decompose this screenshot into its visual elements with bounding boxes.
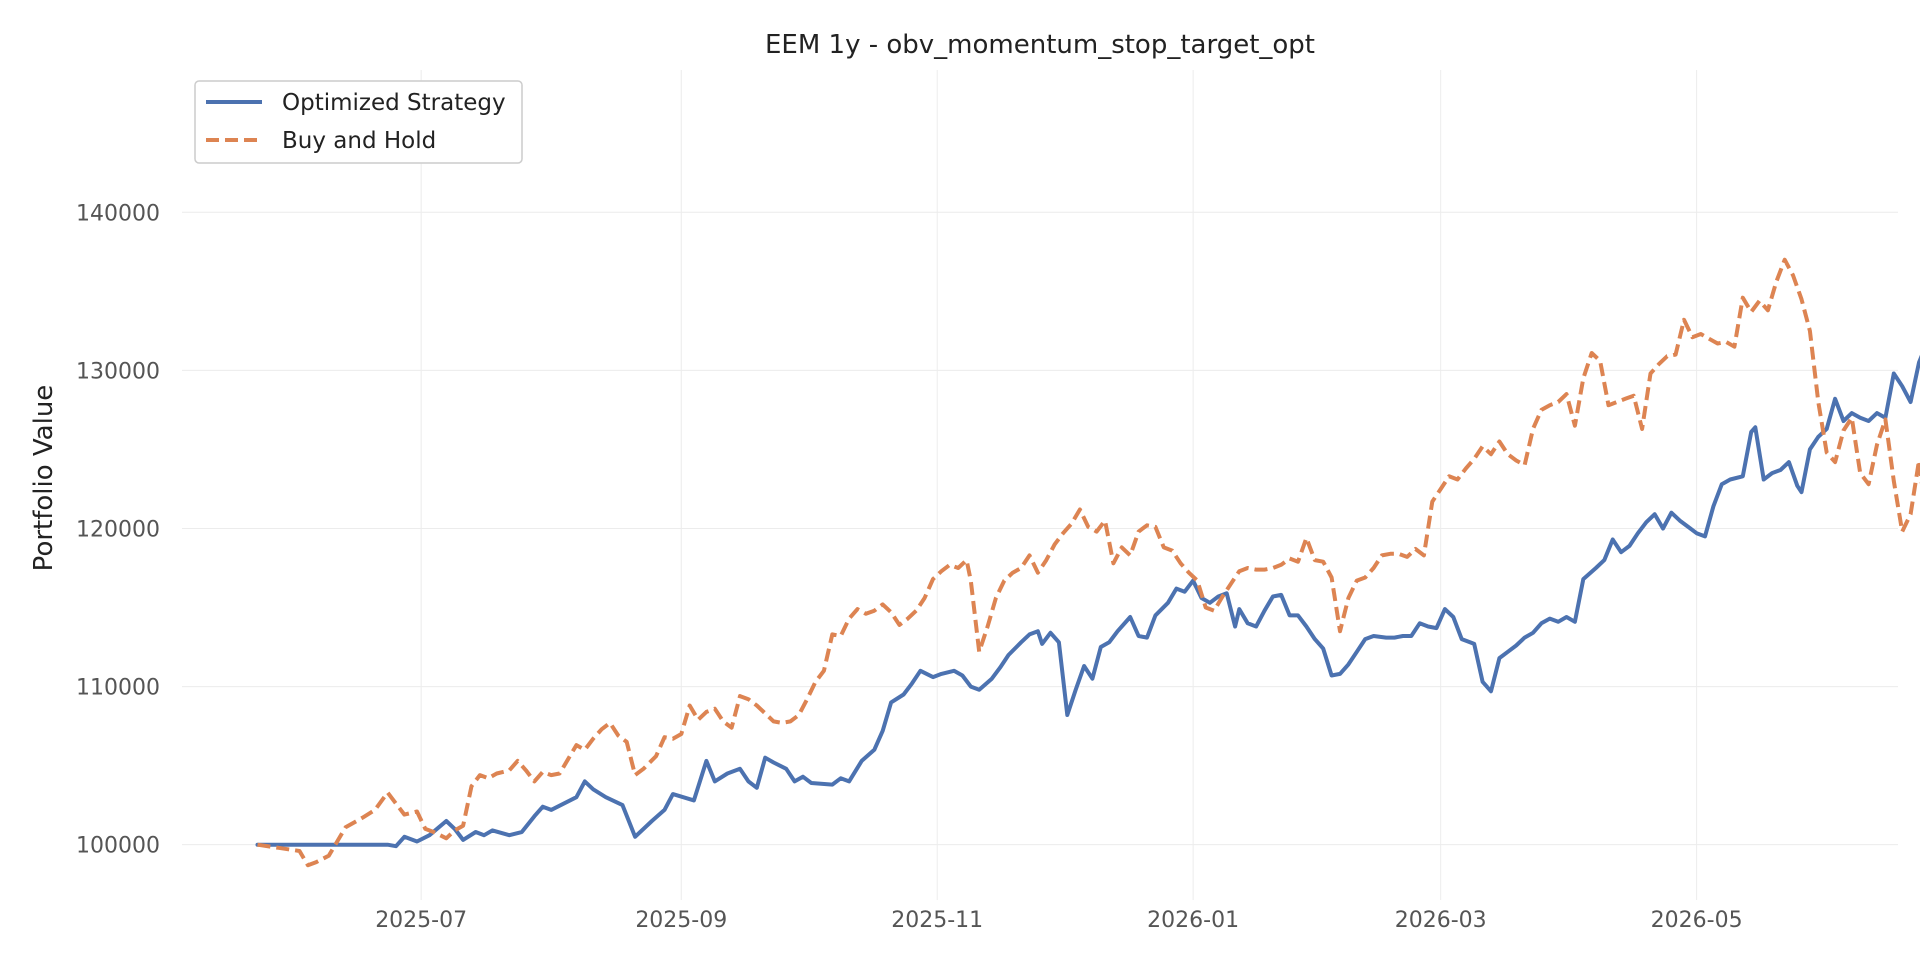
y-tick-label: 140000 xyxy=(76,201,160,226)
series-line-optimized-strategy xyxy=(255,354,1920,849)
grid xyxy=(182,70,1898,900)
x-tick-label: 2025-09 xyxy=(635,908,727,933)
legend-label-optimized-strategy: Optimized Strategy xyxy=(282,90,506,116)
x-tick-label: 2026-01 xyxy=(1147,908,1239,933)
legend: Optimized Strategy Buy and Hold xyxy=(194,80,523,164)
y-axis-ticks: 100000 110000 120000 130000 140000 xyxy=(76,201,160,858)
x-tick-label: 2026-03 xyxy=(1395,908,1487,933)
y-tick-label: 130000 xyxy=(76,359,160,384)
x-tick-label: 2025-11 xyxy=(891,908,983,933)
legend-label-buy-and-hold: Buy and Hold xyxy=(282,128,436,154)
x-axis-ticks: 2025-07 2025-09 2025-11 2026-01 2026-03 2026-… xyxy=(375,908,1742,933)
y-axis-title: Portfolio Value xyxy=(29,385,59,572)
y-tick-label: 110000 xyxy=(76,676,160,701)
x-tick-label: 2025-07 xyxy=(375,908,467,933)
y-tick-label: 100000 xyxy=(76,834,160,859)
series-layer xyxy=(255,257,1920,868)
legend-box xyxy=(194,80,523,164)
y-tick-label: 120000 xyxy=(76,517,160,542)
x-tick-label: 2026-05 xyxy=(1651,908,1743,933)
chart-title: EEM 1y - obv_momentum_stop_target_opt xyxy=(765,30,1315,60)
series-line-buy-and-hold xyxy=(257,257,1920,868)
